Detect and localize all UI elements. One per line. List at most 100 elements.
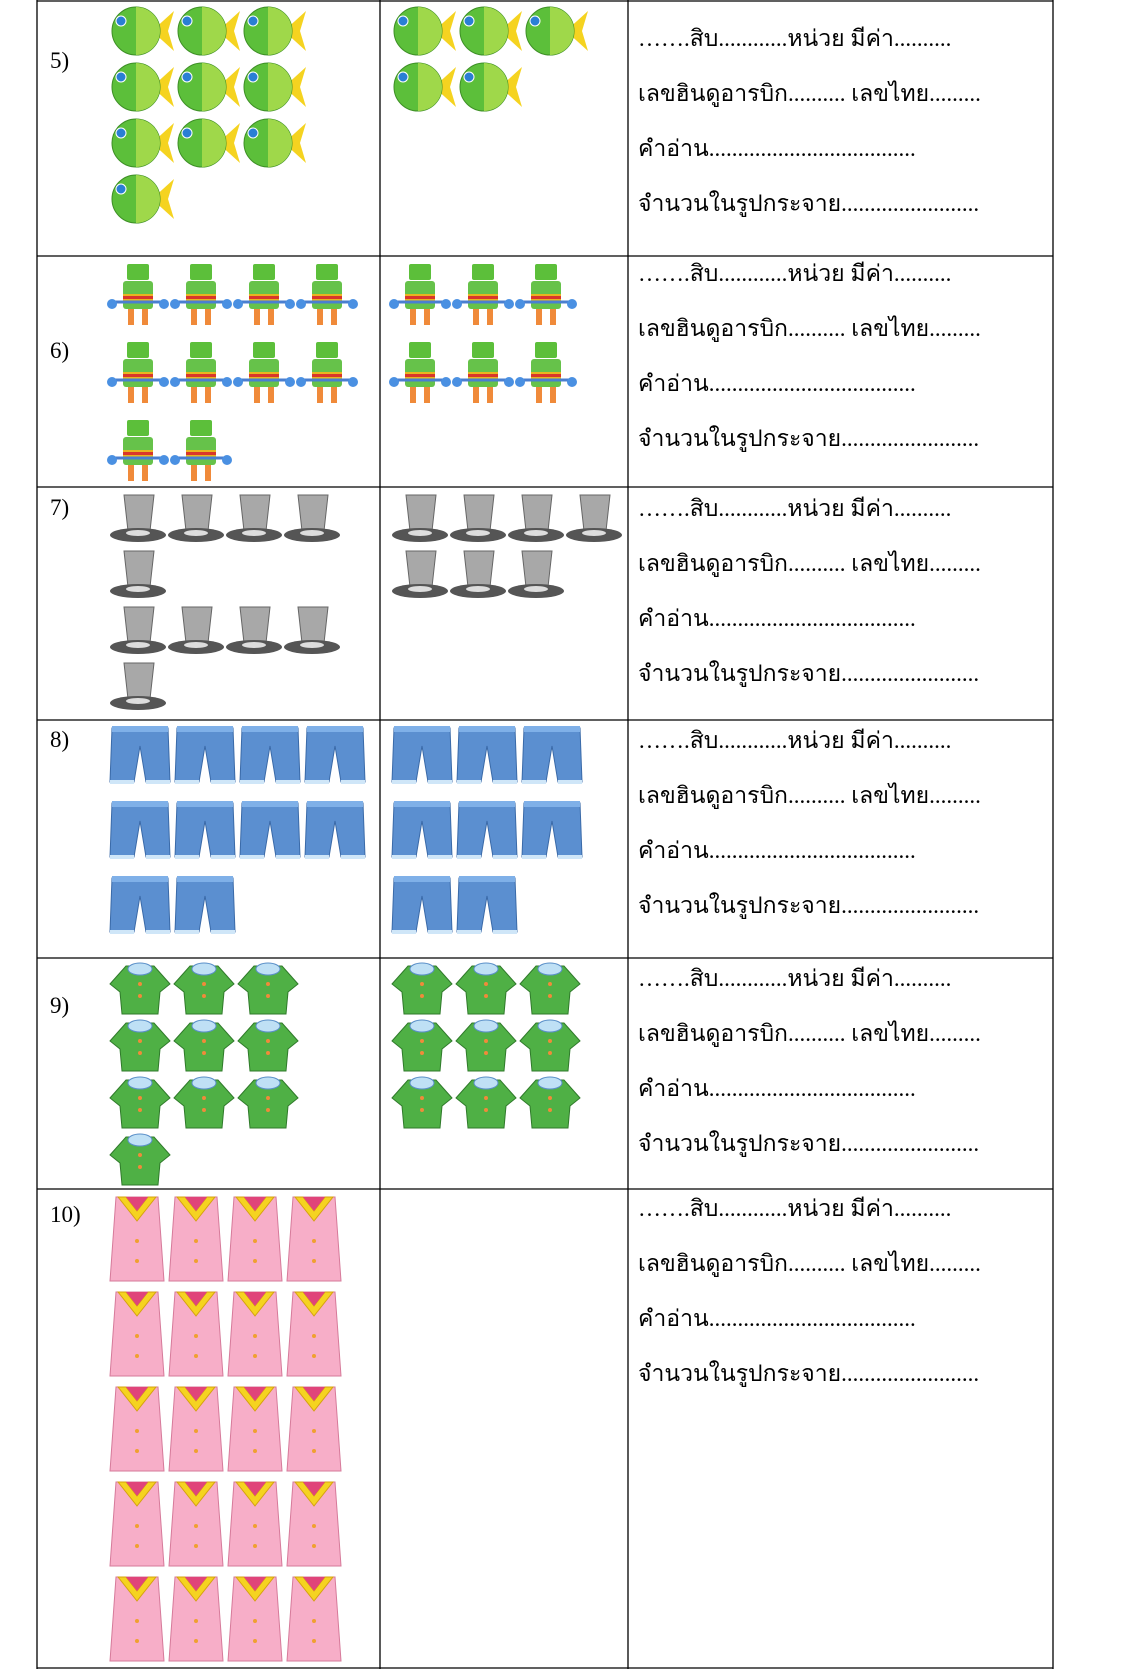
- shirt-button: [266, 1051, 270, 1055]
- shirt-icon: [237, 1076, 299, 1129]
- robot-leg: [424, 387, 430, 403]
- shorts: [391, 877, 453, 933]
- pink-icon: [286, 1481, 342, 1567]
- robot-leg: [142, 465, 148, 481]
- shorts: [521, 727, 583, 783]
- answer-line: คำอ่าน..................................…: [638, 371, 916, 396]
- robot-icon: [233, 342, 295, 403]
- hat-band: [126, 698, 150, 704]
- shorts: [109, 877, 171, 933]
- blouse-neck: [185, 1482, 207, 1496]
- fish-icon: [393, 62, 456, 112]
- fish-icon: [177, 62, 240, 112]
- shorts-cuff: [392, 855, 416, 859]
- blouse-button: [194, 1544, 198, 1548]
- shirt-button: [266, 982, 270, 986]
- shirt-collar: [537, 962, 563, 976]
- shirt-icon: [173, 962, 235, 1015]
- shorts: [109, 727, 171, 783]
- blouse-button: [135, 1619, 139, 1623]
- shorts-cuff: [341, 855, 365, 859]
- shirt-button: [202, 994, 206, 998]
- shorts-waist: [524, 726, 580, 732]
- hat-crown: [123, 606, 155, 644]
- fish-belly: [202, 7, 226, 55]
- fish-icon: [459, 62, 522, 112]
- shirt-collar: [191, 1076, 217, 1090]
- fish-eye: [247, 71, 259, 83]
- robot-icon: [170, 420, 232, 481]
- fish-eye: [397, 15, 409, 27]
- fish-eye: [181, 15, 193, 27]
- robot-leg: [128, 387, 134, 403]
- robot-icon: [296, 264, 358, 325]
- hat-icon: [508, 494, 564, 542]
- robot-icon: [296, 342, 358, 403]
- robot-stripe: [405, 296, 435, 299]
- fish-eye: [463, 71, 475, 83]
- shorts-waist: [459, 801, 515, 807]
- shirt: [391, 1079, 453, 1129]
- robot-head: [535, 264, 557, 280]
- robot-stripe: [405, 374, 435, 377]
- shorts-cuff: [457, 855, 481, 859]
- fish-icon: [111, 174, 174, 224]
- shirt-icon: [455, 1019, 517, 1072]
- hat-icon: [110, 494, 166, 542]
- robot-leg: [268, 309, 274, 325]
- blouse-button: [135, 1354, 139, 1358]
- robot-head: [127, 342, 149, 358]
- hat-band: [126, 586, 150, 592]
- robot-hand: [233, 299, 243, 309]
- shirt-button: [420, 1096, 424, 1100]
- hat-band: [408, 586, 432, 592]
- pink-icon: [109, 1576, 165, 1662]
- hat-band: [524, 586, 548, 592]
- shorts-waist: [459, 876, 515, 882]
- robot-stripe: [186, 452, 216, 455]
- robot-leg: [536, 309, 542, 325]
- robot-leg: [317, 387, 323, 403]
- hat-icon: [168, 494, 224, 542]
- pink-icon: [109, 1386, 165, 1472]
- answer-line: …….สิบ............หน่วย มีค่า..........: [638, 496, 951, 521]
- shorts-cuff: [305, 855, 329, 859]
- robot-hand: [441, 299, 451, 309]
- shorts-cuff: [392, 930, 416, 934]
- blouse-button: [253, 1544, 257, 1548]
- blouse-button: [253, 1334, 257, 1338]
- hat-icon: [284, 606, 340, 654]
- shirt-collar: [409, 1019, 435, 1033]
- shorts-icon: [109, 726, 171, 784]
- robot-leg: [128, 309, 134, 325]
- hat-band: [582, 530, 606, 536]
- robot-leg: [410, 387, 416, 403]
- blouse-button: [312, 1544, 316, 1548]
- pink-icon: [227, 1386, 283, 1472]
- fish-belly: [484, 63, 508, 111]
- shorts-cuff: [392, 780, 416, 784]
- robot-hand: [389, 299, 399, 309]
- robot-hand: [389, 377, 399, 387]
- fish-belly: [136, 63, 160, 111]
- robot-hand: [285, 377, 295, 387]
- robot-head: [316, 264, 338, 280]
- hat-band: [300, 530, 324, 536]
- shirt-button: [266, 1108, 270, 1112]
- shorts-waist: [112, 876, 168, 882]
- shirt-icon: [519, 1019, 581, 1072]
- shorts-cuff: [146, 930, 170, 934]
- row-label: 5): [50, 48, 69, 73]
- blouse-button: [253, 1429, 257, 1433]
- shorts-cuff: [175, 930, 199, 934]
- shirt-button: [266, 1039, 270, 1043]
- robot-head: [253, 264, 275, 280]
- answer-line: จำนวนในรูปกระจาย........................: [638, 1360, 979, 1387]
- shorts-icon: [456, 726, 518, 784]
- answer-line: เลขฮินดูอารบิก.......... เลขไทย.........: [638, 782, 981, 809]
- answer-line: เลขฮินดูอารบิก.......... เลขไทย.........: [638, 1020, 981, 1047]
- blouse-button: [135, 1239, 139, 1243]
- shorts-waist: [394, 801, 450, 807]
- fish-tail: [434, 11, 456, 51]
- shorts-cuff: [428, 780, 452, 784]
